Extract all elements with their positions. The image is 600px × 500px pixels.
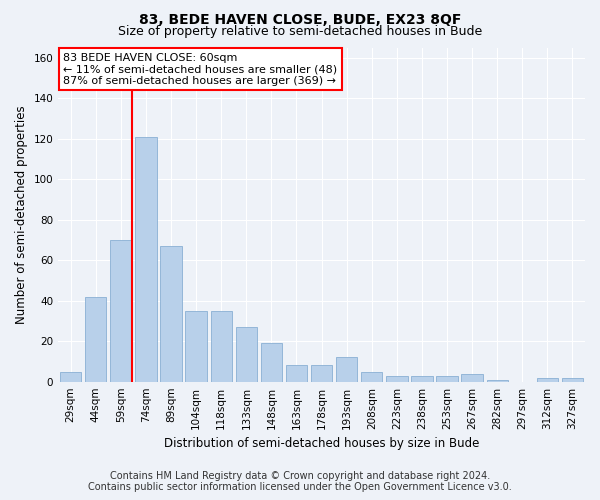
Text: Size of property relative to semi-detached houses in Bude: Size of property relative to semi-detach… — [118, 25, 482, 38]
Bar — [185, 311, 207, 382]
Bar — [361, 372, 382, 382]
Bar — [211, 311, 232, 382]
Text: Contains HM Land Registry data © Crown copyright and database right 2024.
Contai: Contains HM Land Registry data © Crown c… — [88, 471, 512, 492]
Bar — [386, 376, 407, 382]
Y-axis label: Number of semi-detached properties: Number of semi-detached properties — [15, 106, 28, 324]
Bar — [85, 296, 106, 382]
Bar — [236, 327, 257, 382]
Text: 83, BEDE HAVEN CLOSE, BUDE, EX23 8QF: 83, BEDE HAVEN CLOSE, BUDE, EX23 8QF — [139, 12, 461, 26]
X-axis label: Distribution of semi-detached houses by size in Bude: Distribution of semi-detached houses by … — [164, 437, 479, 450]
Bar — [160, 246, 182, 382]
Bar — [311, 366, 332, 382]
Bar — [436, 376, 458, 382]
Bar — [261, 343, 282, 382]
Bar — [60, 372, 82, 382]
Bar — [336, 358, 358, 382]
Bar — [286, 366, 307, 382]
Bar — [461, 374, 483, 382]
Bar — [537, 378, 558, 382]
Bar — [411, 376, 433, 382]
Bar — [110, 240, 131, 382]
Bar — [136, 136, 157, 382]
Text: 83 BEDE HAVEN CLOSE: 60sqm
← 11% of semi-detached houses are smaller (48)
87% of: 83 BEDE HAVEN CLOSE: 60sqm ← 11% of semi… — [64, 52, 338, 86]
Bar — [562, 378, 583, 382]
Bar — [487, 380, 508, 382]
